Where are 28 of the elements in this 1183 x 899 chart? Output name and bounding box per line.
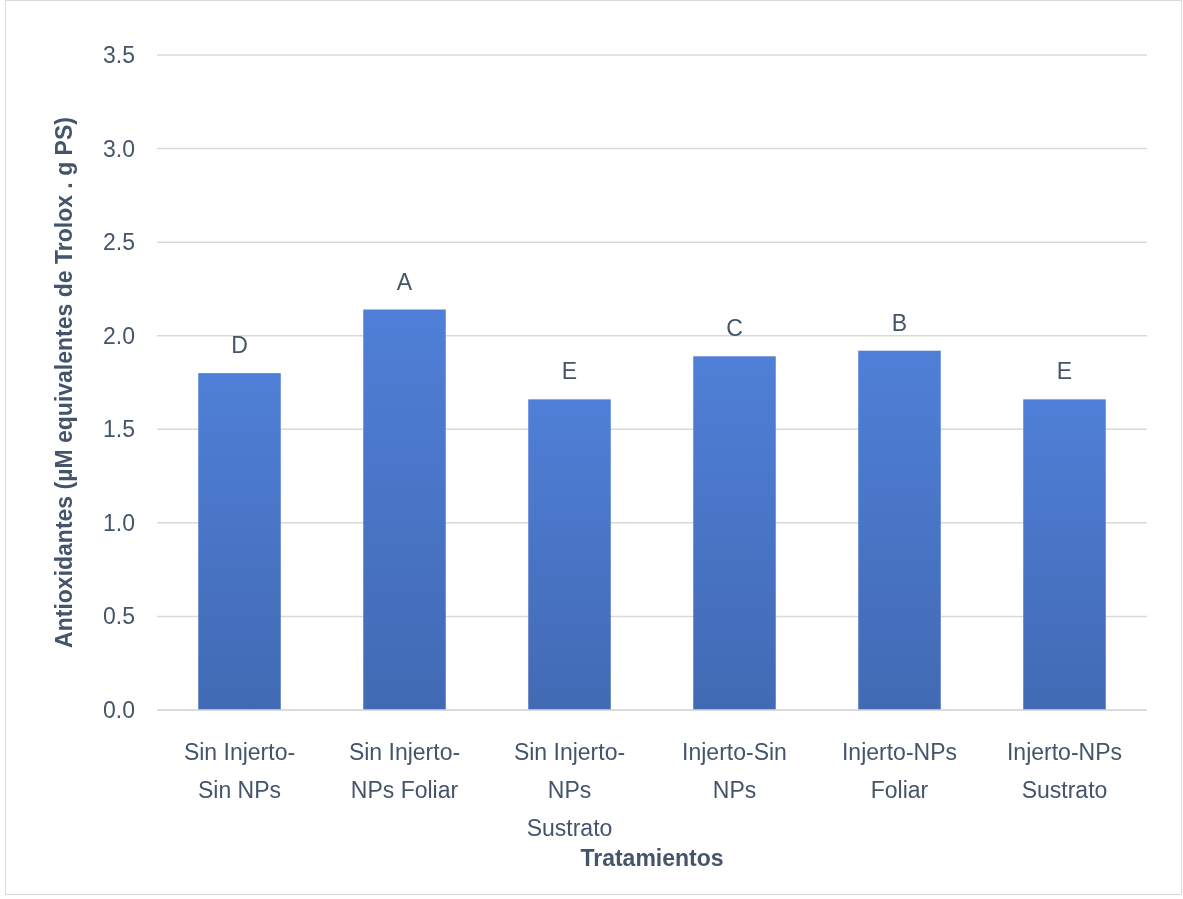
y-axis-title: Antioxidantes (µM equivalentes de Trolox . g PS) [51,117,77,648]
x-tick-label: Sin Injerto-NPs Foliar [348,739,461,803]
y-tick-label: 0.5 [103,603,135,630]
x-tick-label: Sin Injerto-Sin NPs [183,739,296,803]
bar [858,350,941,710]
annotation: C [726,315,743,342]
x-tick-label: Sin Injerto-NPs Sustrato [513,739,626,841]
bar [528,399,611,710]
x-tick-label: Injerto-NPs Sustrato [1006,739,1123,803]
bar [363,309,446,710]
y-tick-label: 0.0 [103,697,135,724]
bar [198,373,281,710]
y-tick-label: 2.5 [103,229,135,256]
bar [1023,399,1106,710]
y-tick-label: 1.5 [103,416,135,443]
annotation: D [231,332,248,359]
annotation: E [561,358,578,385]
x-axis-title: Tratamientos [580,845,724,871]
annotation: B [891,309,908,336]
annotation: E [1056,358,1073,385]
x-tick-label: Injerto-NPs Foliar [841,739,958,803]
y-tick-label: 3.0 [103,135,135,162]
bar [693,356,776,710]
x-tick-label: Injerto-Sin NPs [682,739,787,803]
y-tick-label: 2.0 [103,322,135,349]
y-tick-label: 3.5 [103,42,135,69]
y-tick-label: 1.0 [103,509,135,536]
annotation: A [396,268,413,295]
